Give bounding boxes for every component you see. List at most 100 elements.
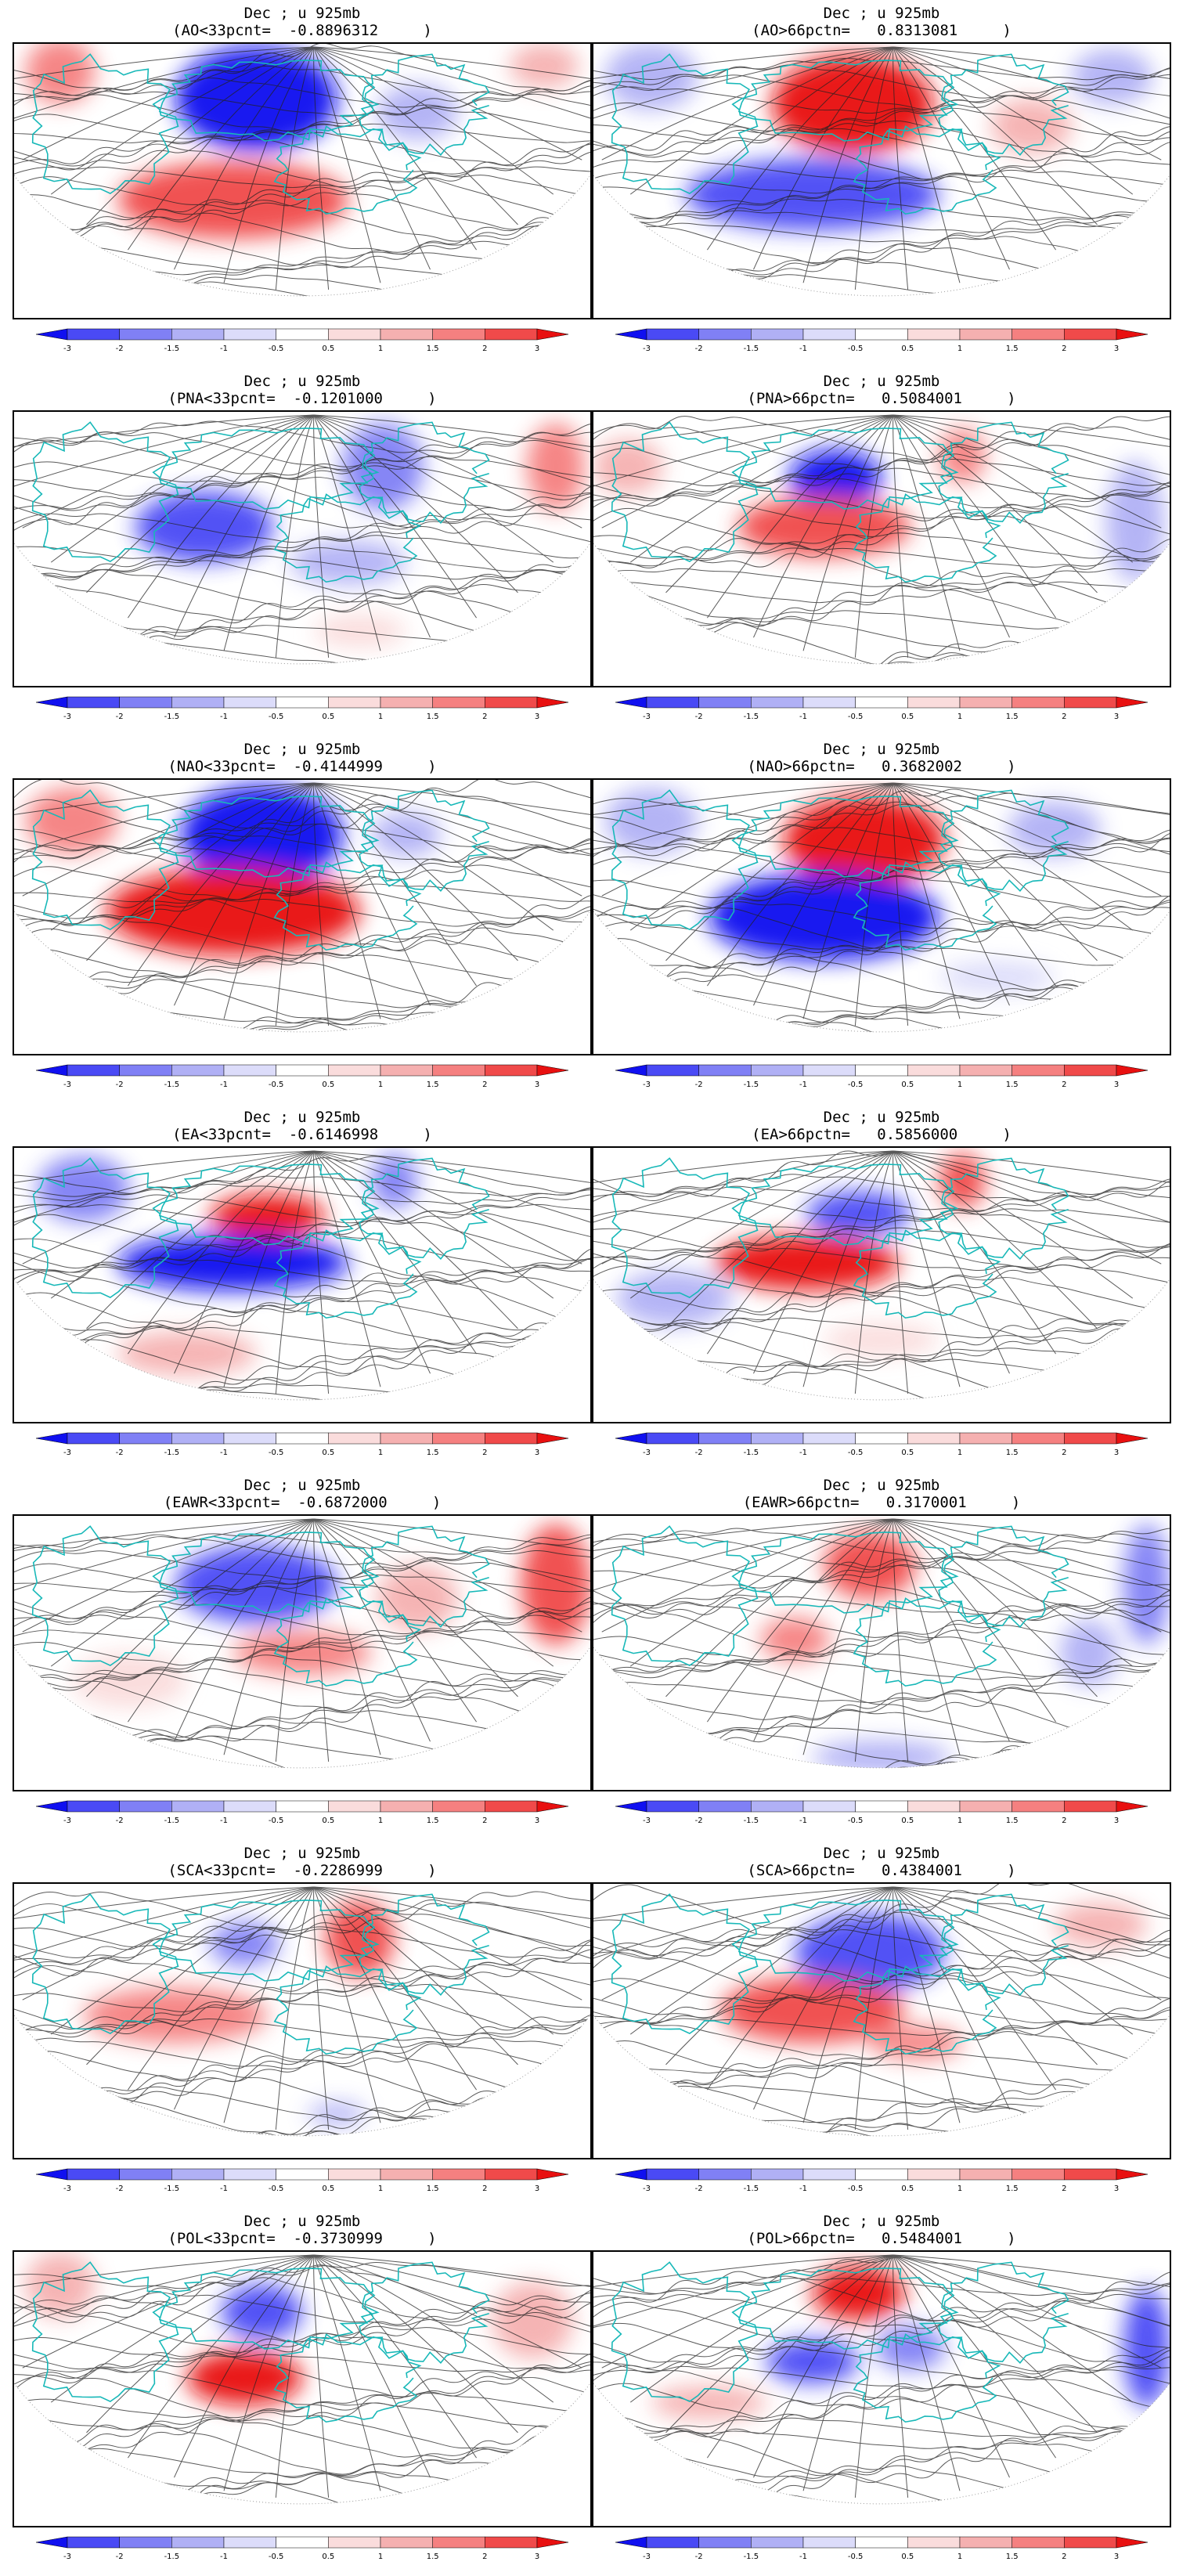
colorbar-tick-label: -0.5 <box>269 713 284 721</box>
colorbar-tick-label: -1 <box>220 1081 228 1089</box>
colorbar-tick-label: -2 <box>695 713 703 721</box>
colorbar: -3 -2 -1.5 -1 -0.5 0.5 1 1.5 2 3 <box>35 2168 569 2200</box>
hemisphere-boundary <box>14 1279 590 1401</box>
colorbar-extend-low <box>35 1800 68 1813</box>
colorbar-tick-label: -0.5 <box>269 2185 284 2193</box>
map-frame <box>13 1514 592 1791</box>
colorbar-tick-label: 2 <box>482 1449 487 1457</box>
colorbar-extend-high <box>536 328 569 341</box>
anomaly-shading <box>812 1740 951 1768</box>
colorbar-segment <box>485 1064 538 1077</box>
colorbar-tick-label: -1.5 <box>744 2553 759 2561</box>
colorbar-segment <box>646 1800 699 1813</box>
colorbar-tick-label: 0.5 <box>322 1817 334 1825</box>
colorbar-tick-label: 1.5 <box>427 2185 439 2193</box>
coastlines <box>31 2261 490 2423</box>
map-content <box>593 44 1170 296</box>
panel-title: Dec ; u 925mb (POL>66pctn= 0.5484001 ) <box>592 2213 1171 2247</box>
coastlines <box>611 1525 1069 1687</box>
anomaly-shading <box>789 450 882 505</box>
map-frame <box>13 778 592 1055</box>
coastlines <box>611 1157 1069 1319</box>
colorbar-tick-label: 2 <box>482 1817 487 1825</box>
anomaly-shading <box>593 439 663 494</box>
colorbar-tick-label: 0.5 <box>322 713 334 721</box>
colorbar-segment <box>485 1432 538 1445</box>
hemisphere-boundary <box>593 543 1170 665</box>
colorbar-segment <box>119 1800 172 1813</box>
colorbar-tick-label: -3 <box>63 345 71 353</box>
colorbar-segment <box>959 1800 1012 1813</box>
colorbar-svg: -3 -2 -1.5 -1 -0.5 0.5 1 1.5 2 3 <box>615 2168 1149 2193</box>
colorbar-segment <box>959 696 1012 709</box>
colorbar-segment <box>698 1064 752 1077</box>
hemisphere-boundary <box>14 175 590 297</box>
panel-title-line2: (EA>66pctn= 0.5856000 ) <box>752 1126 1012 1143</box>
hemisphere-boundary <box>14 543 590 665</box>
colorbar-segment <box>855 1064 908 1077</box>
colorbar-tick-label: -1 <box>220 1449 228 1457</box>
colorbar-extend-low <box>35 2168 68 2181</box>
colorbar-svg: -3 -2 -1.5 -1 -0.5 0.5 1 1.5 2 3 <box>35 696 569 721</box>
colorbar-segment <box>328 1432 381 1445</box>
colorbar-tick-label: -2 <box>695 1449 703 1457</box>
anomaly-shading <box>377 85 458 140</box>
colorbar-extend-low <box>615 1432 647 1445</box>
anomaly-shading <box>313 615 406 648</box>
colorbar-segment <box>223 696 276 709</box>
polar-map <box>593 1150 1170 1401</box>
colorbar-extend-high <box>536 2168 569 2181</box>
colorbar-segment <box>751 1800 804 1813</box>
polar-map <box>14 1886 590 2137</box>
panel-title-line2: (PNA>66pctn= 0.5084001 ) <box>747 390 1016 407</box>
anomaly-shading <box>760 1617 830 1661</box>
colorbar-tick-label: 3 <box>535 713 539 721</box>
colorbar-segment <box>802 2536 856 2549</box>
colorbar-extend-high <box>1116 2536 1149 2549</box>
panel-title: Dec ; u 925mb (SCA<33pcnt= -0.2286999 ) <box>13 1845 592 1879</box>
colorbar-segment <box>223 1800 276 1813</box>
map-frame <box>592 778 1171 1055</box>
colorbar-tick-label: 3 <box>535 2553 539 2561</box>
colorbar-tick-label: -2 <box>695 2185 703 2193</box>
colorbar-segment <box>959 1064 1012 1077</box>
colorbar-svg: -3 -2 -1.5 -1 -0.5 0.5 1 1.5 2 3 <box>615 328 1149 353</box>
colorbar-segment <box>432 1800 485 1813</box>
colorbar-segment <box>223 328 276 341</box>
colorbar-segment <box>432 696 485 709</box>
colorbar-segment <box>646 328 699 341</box>
colorbar-tick-label: 0.5 <box>901 1817 914 1825</box>
colorbar-tick-label: -1 <box>220 345 228 353</box>
colorbar-tick-label: 2 <box>1062 1081 1066 1089</box>
colorbar-segment <box>171 1432 225 1445</box>
map-frame <box>592 2250 1171 2527</box>
colorbar-segment <box>380 1064 433 1077</box>
colorbar-tick-label: 2 <box>1062 1449 1066 1457</box>
colorbar: -3 -2 -1.5 -1 -0.5 0.5 1 1.5 2 3 <box>615 328 1149 360</box>
colorbar: -3 -2 -1.5 -1 -0.5 0.5 1 1.5 2 3 <box>35 2536 569 2568</box>
streamlines <box>14 414 590 664</box>
map-panel: Dec ; u 925mb (NAO>66pctn= 0.3682002 ) -3-… <box>592 736 1171 1104</box>
colorbar: -3 -2 -1.5 -1 -0.5 0.5 1 1.5 2 3 <box>35 696 569 728</box>
colorbar-extend-low <box>35 328 68 341</box>
colorbar-extend-high <box>1116 2168 1149 2181</box>
colorbar-tick-label: 2 <box>1062 1817 1066 1825</box>
colorbar-tick-label: 0.5 <box>901 345 914 353</box>
anomaly-shading <box>509 44 579 88</box>
map-content <box>14 2252 590 2504</box>
colorbar-tick-label: 1.5 <box>1006 1817 1019 1825</box>
map-content <box>14 44 590 296</box>
hemisphere-boundary <box>593 1279 1170 1401</box>
map-frame <box>592 1146 1171 1423</box>
colorbar-segment <box>751 696 804 709</box>
anomaly-shading <box>135 491 274 563</box>
colorbar-tick-label: 1.5 <box>1006 345 1019 353</box>
colorbar-segment <box>855 328 908 341</box>
coastlines <box>31 53 490 215</box>
map-frame <box>13 42 592 319</box>
colorbar-segment <box>432 2536 485 2549</box>
anomaly-shading <box>25 44 96 105</box>
colorbar-extend-high <box>536 1800 569 1813</box>
panel-title-line1: Dec ; u 925mb <box>243 373 361 390</box>
anomaly-shading <box>181 785 343 884</box>
